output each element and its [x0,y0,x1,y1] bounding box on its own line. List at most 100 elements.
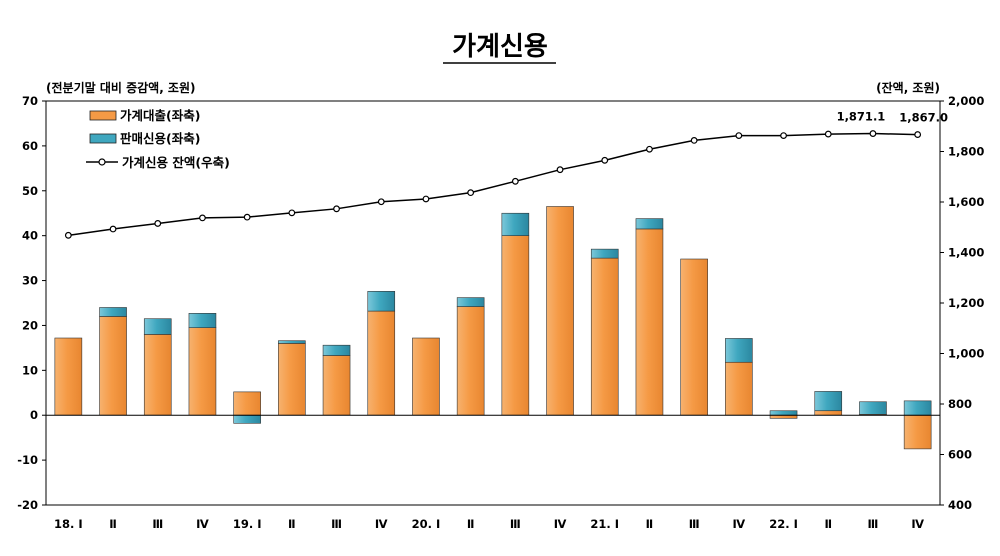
line-series [64,130,922,239]
balance-point [199,214,206,222]
bar-sales-credit [99,307,127,317]
balance-point [556,166,564,174]
legend-item-sales-credit: 판매신용(좌축) [89,131,200,146]
left-axis: -20 -10 0 10 20 30 40 50 60 70 [17,94,46,512]
legend-swatch-loans [89,110,117,121]
balance-point [869,130,877,137]
bar-loans [412,337,440,416]
x-tick-label: Ⅲ [689,517,700,531]
right-tick-label: 1,800 [948,145,984,159]
balance-data-label: 1,867.0 [899,111,948,125]
legend-swatch-sales-credit [89,133,117,144]
balance-point [109,225,117,233]
bar-loans [680,258,708,416]
bar-sales-credit [143,318,172,335]
bar-loans [188,327,217,416]
bar-sales-credit [814,391,843,412]
x-tick-label: Ⅱ [646,517,654,531]
left-axis-unit: (전분기말 대비 증감액, 조원) [46,80,196,95]
bar-sales-credit [233,414,261,424]
x-tick-label: Ⅳ [733,517,746,531]
balance-point [914,131,922,138]
balance-point [154,220,162,227]
left-tick-label: 60 [22,139,38,153]
bar-sales-credit [188,313,217,328]
right-tick-label: 600 [948,448,972,462]
left-tick-label: 0 [30,408,38,422]
balance-point [288,209,296,217]
x-axis: 18. Ⅰ Ⅱ Ⅲ Ⅳ 19. Ⅰ Ⅱ Ⅲ Ⅳ 20. Ⅰ Ⅱ Ⅲ Ⅳ 21. Ⅰ Ⅱ Ⅲ Ⅳ 22. Ⅰ Ⅱ Ⅲ Ⅳ [54,517,924,531]
balance-point [243,213,251,221]
bar-sales-credit [456,297,485,307]
bar-sales-credit [278,340,306,344]
x-tick-label: 21. Ⅰ [590,517,619,531]
bar-loans [501,235,530,416]
balance-point [333,205,340,213]
balance-point [467,189,475,197]
right-axis: 400 600 800 1,000 1,200 1,400 1,600 1,800 2,000 [940,94,984,512]
x-tick-label: Ⅳ [375,517,388,531]
x-tick-label: Ⅱ [288,517,296,531]
bar-sales-credit [725,338,753,363]
right-tick-label: 800 [948,397,972,411]
right-axis-unit: (잔액, 조원) [876,80,940,95]
right-tick-label: 1,200 [948,296,984,310]
bar-sales-credit [859,401,887,415]
legend: 가계대출(좌축) 판매신용(좌축) 가계신용 잔액(우축) [86,108,230,170]
legend-label-sales-credit: 판매신용(좌축) [120,131,200,146]
x-tick-label: Ⅲ [510,517,521,531]
legend-marker-balance [98,158,106,166]
left-tick-label: -10 [17,453,38,467]
right-tick-label: 400 [948,498,972,512]
left-tick-label: 10 [22,363,38,377]
left-tick-label: 50 [22,184,38,198]
left-tick-label: -20 [17,498,38,512]
bar-loans [143,334,172,416]
x-tick-label: Ⅱ [467,517,475,531]
bar-loans [590,257,619,416]
balance-point [511,177,519,185]
x-tick-label: 22. Ⅰ [769,517,798,531]
x-tick-label: Ⅱ [824,517,832,531]
bar-sales-credit [322,344,351,356]
bar-loans [278,343,306,416]
bar-loans [814,410,843,416]
legend-label-balance: 가계신용 잔액(우축) [122,155,230,170]
data-labels: 1,871.1 1,867.0 [837,110,948,125]
bar-sales-credit [367,291,396,312]
left-tick-label: 70 [22,94,38,108]
balance-line [68,132,918,237]
x-tick-label: 19. Ⅰ [233,517,262,531]
bar-loans [322,355,351,416]
balance-point [824,130,832,138]
chart-title: 가계신용 [452,32,548,62]
bar-loans [903,414,932,450]
bar-loans [367,310,396,416]
right-tick-label: 1,600 [948,195,984,209]
balance-point [780,132,787,139]
balance-point [64,231,72,239]
right-tick-label: 1,000 [948,347,984,361]
bar-loans [546,206,574,416]
x-tick-label: Ⅲ [152,517,163,531]
bar-sales-credit [501,212,530,236]
x-tick-label: Ⅲ [868,517,879,531]
right-tick-label: 2,000 [948,94,984,108]
bar-loans [99,316,127,416]
x-tick-label: Ⅲ [331,517,342,531]
bar-loans [233,391,261,416]
bar-sales-credit [635,218,664,230]
x-tick-label: 18. Ⅰ [54,517,83,531]
balance-point [377,198,385,206]
bar-loans [635,228,664,416]
x-tick-label: Ⅳ [911,517,924,531]
balance-point [601,156,609,164]
bar-sales-credit [590,248,619,259]
bar-sales-credit [903,400,932,416]
bar-loans [456,306,485,416]
legend-item-balance: 가계신용 잔액(우축) [86,155,230,170]
balance-point [735,132,743,139]
left-tick-label: 40 [22,229,38,243]
right-tick-label: 1,400 [948,246,984,260]
